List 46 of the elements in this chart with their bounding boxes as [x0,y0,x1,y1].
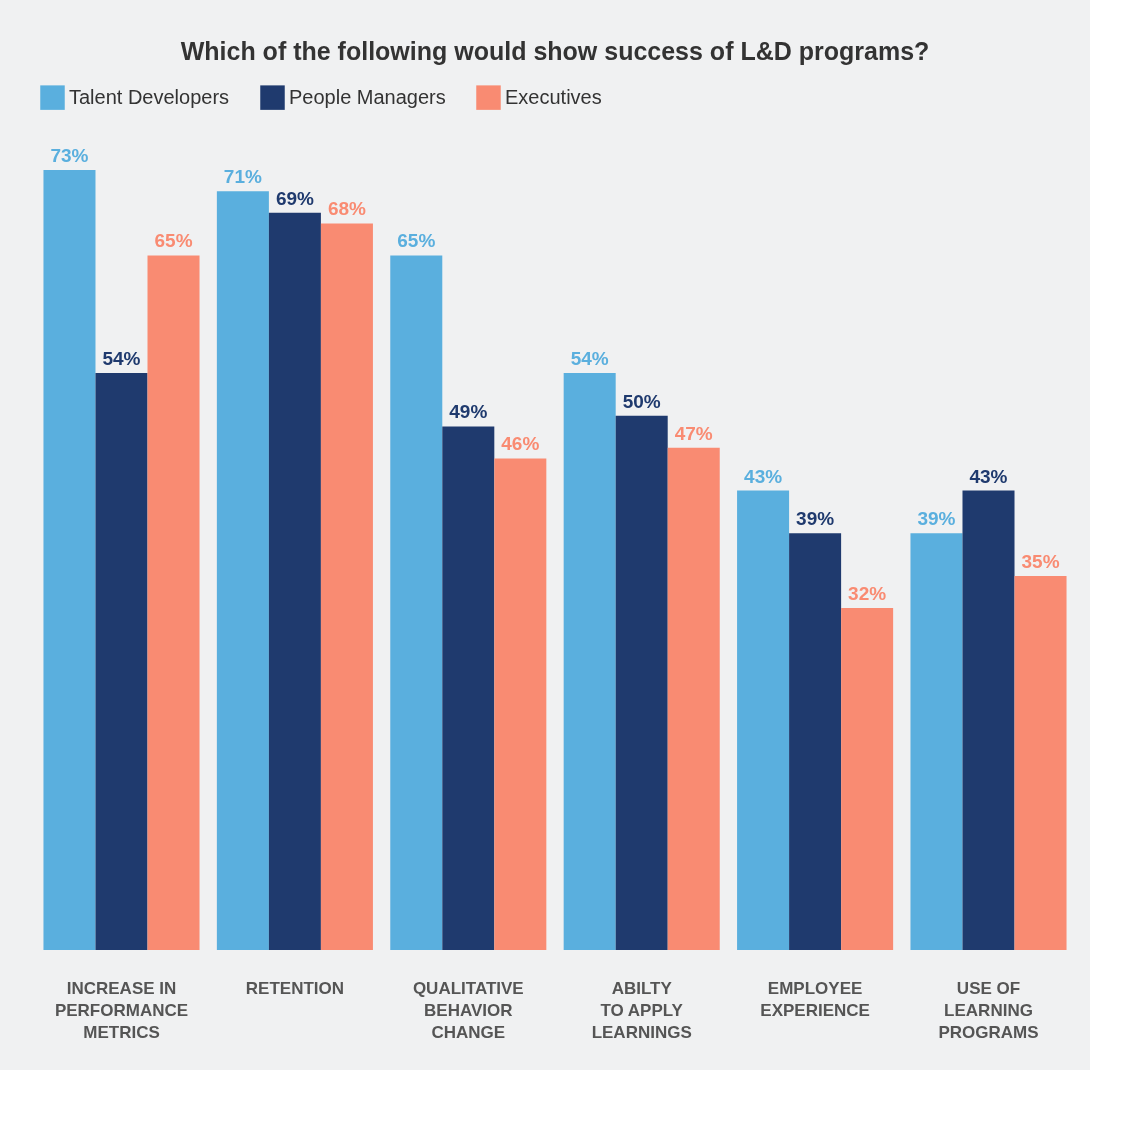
bar [841,608,894,950]
data-label: 68% [327,198,367,220]
bar [95,373,148,950]
chart-title: Which of the following would show success of L&D programs? [180,37,930,65]
bar [962,490,1015,950]
bar [216,191,269,950]
bar [737,490,790,950]
legend-label: Talent Developers [69,85,230,108]
data-label: 65% [397,230,436,252]
legend-label: Executives [505,85,602,108]
bar [667,447,720,950]
bar [268,212,321,950]
x-tick-label: EMPLOYEE EXPERIENCE [760,978,870,1020]
bar [147,255,200,950]
data-label: 54% [102,348,141,370]
bar [320,223,373,950]
x-tick-label: USE OF LEARNING PROGRAMS [938,978,1039,1042]
legend-label: People Managers [289,85,446,108]
bar [494,458,547,950]
data-label: 50% [622,390,661,412]
x-tick-label: INCREASE IN PERFORMANCE METRICS [54,978,189,1042]
data-label: 39% [796,508,835,530]
data-label: 65% [154,230,193,252]
data-label: 39% [917,508,956,530]
bar [563,373,616,950]
bar [442,426,495,950]
data-label: 35% [1021,551,1060,573]
data-label: 47% [674,422,713,444]
data-label: 46% [501,433,540,455]
bar [390,255,443,950]
bar [1014,576,1067,950]
data-label: 71% [223,166,262,188]
x-tick-label: ABILTY TO APPLY LEARNINGS [591,978,692,1042]
bar [615,415,668,950]
bar [910,533,963,950]
bar [789,533,842,950]
bar [43,170,96,950]
data-label: 32% [848,583,887,605]
data-label: 73% [50,145,89,166]
data-label: 49% [449,401,488,423]
data-label: 43% [744,465,783,487]
x-tick-label: QUALITATIVE BEHAVIOR CHANGE [412,978,524,1042]
x-tick-label: RETENTION [245,978,345,998]
data-label: 54% [570,348,609,370]
data-label: 69% [275,187,315,209]
data-label: 43% [969,465,1008,487]
